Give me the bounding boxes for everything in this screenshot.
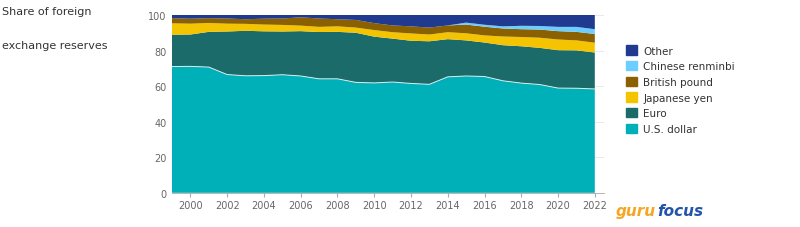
Text: focus: focus — [658, 203, 704, 218]
Text: guru: guru — [616, 203, 656, 218]
Text: exchange reserves: exchange reserves — [2, 41, 107, 51]
Legend: Other, Chinese renminbi, British pound, Japanese yen, Euro, U.S. dollar: Other, Chinese renminbi, British pound, … — [626, 46, 734, 134]
Text: Share of foreign: Share of foreign — [2, 7, 91, 17]
